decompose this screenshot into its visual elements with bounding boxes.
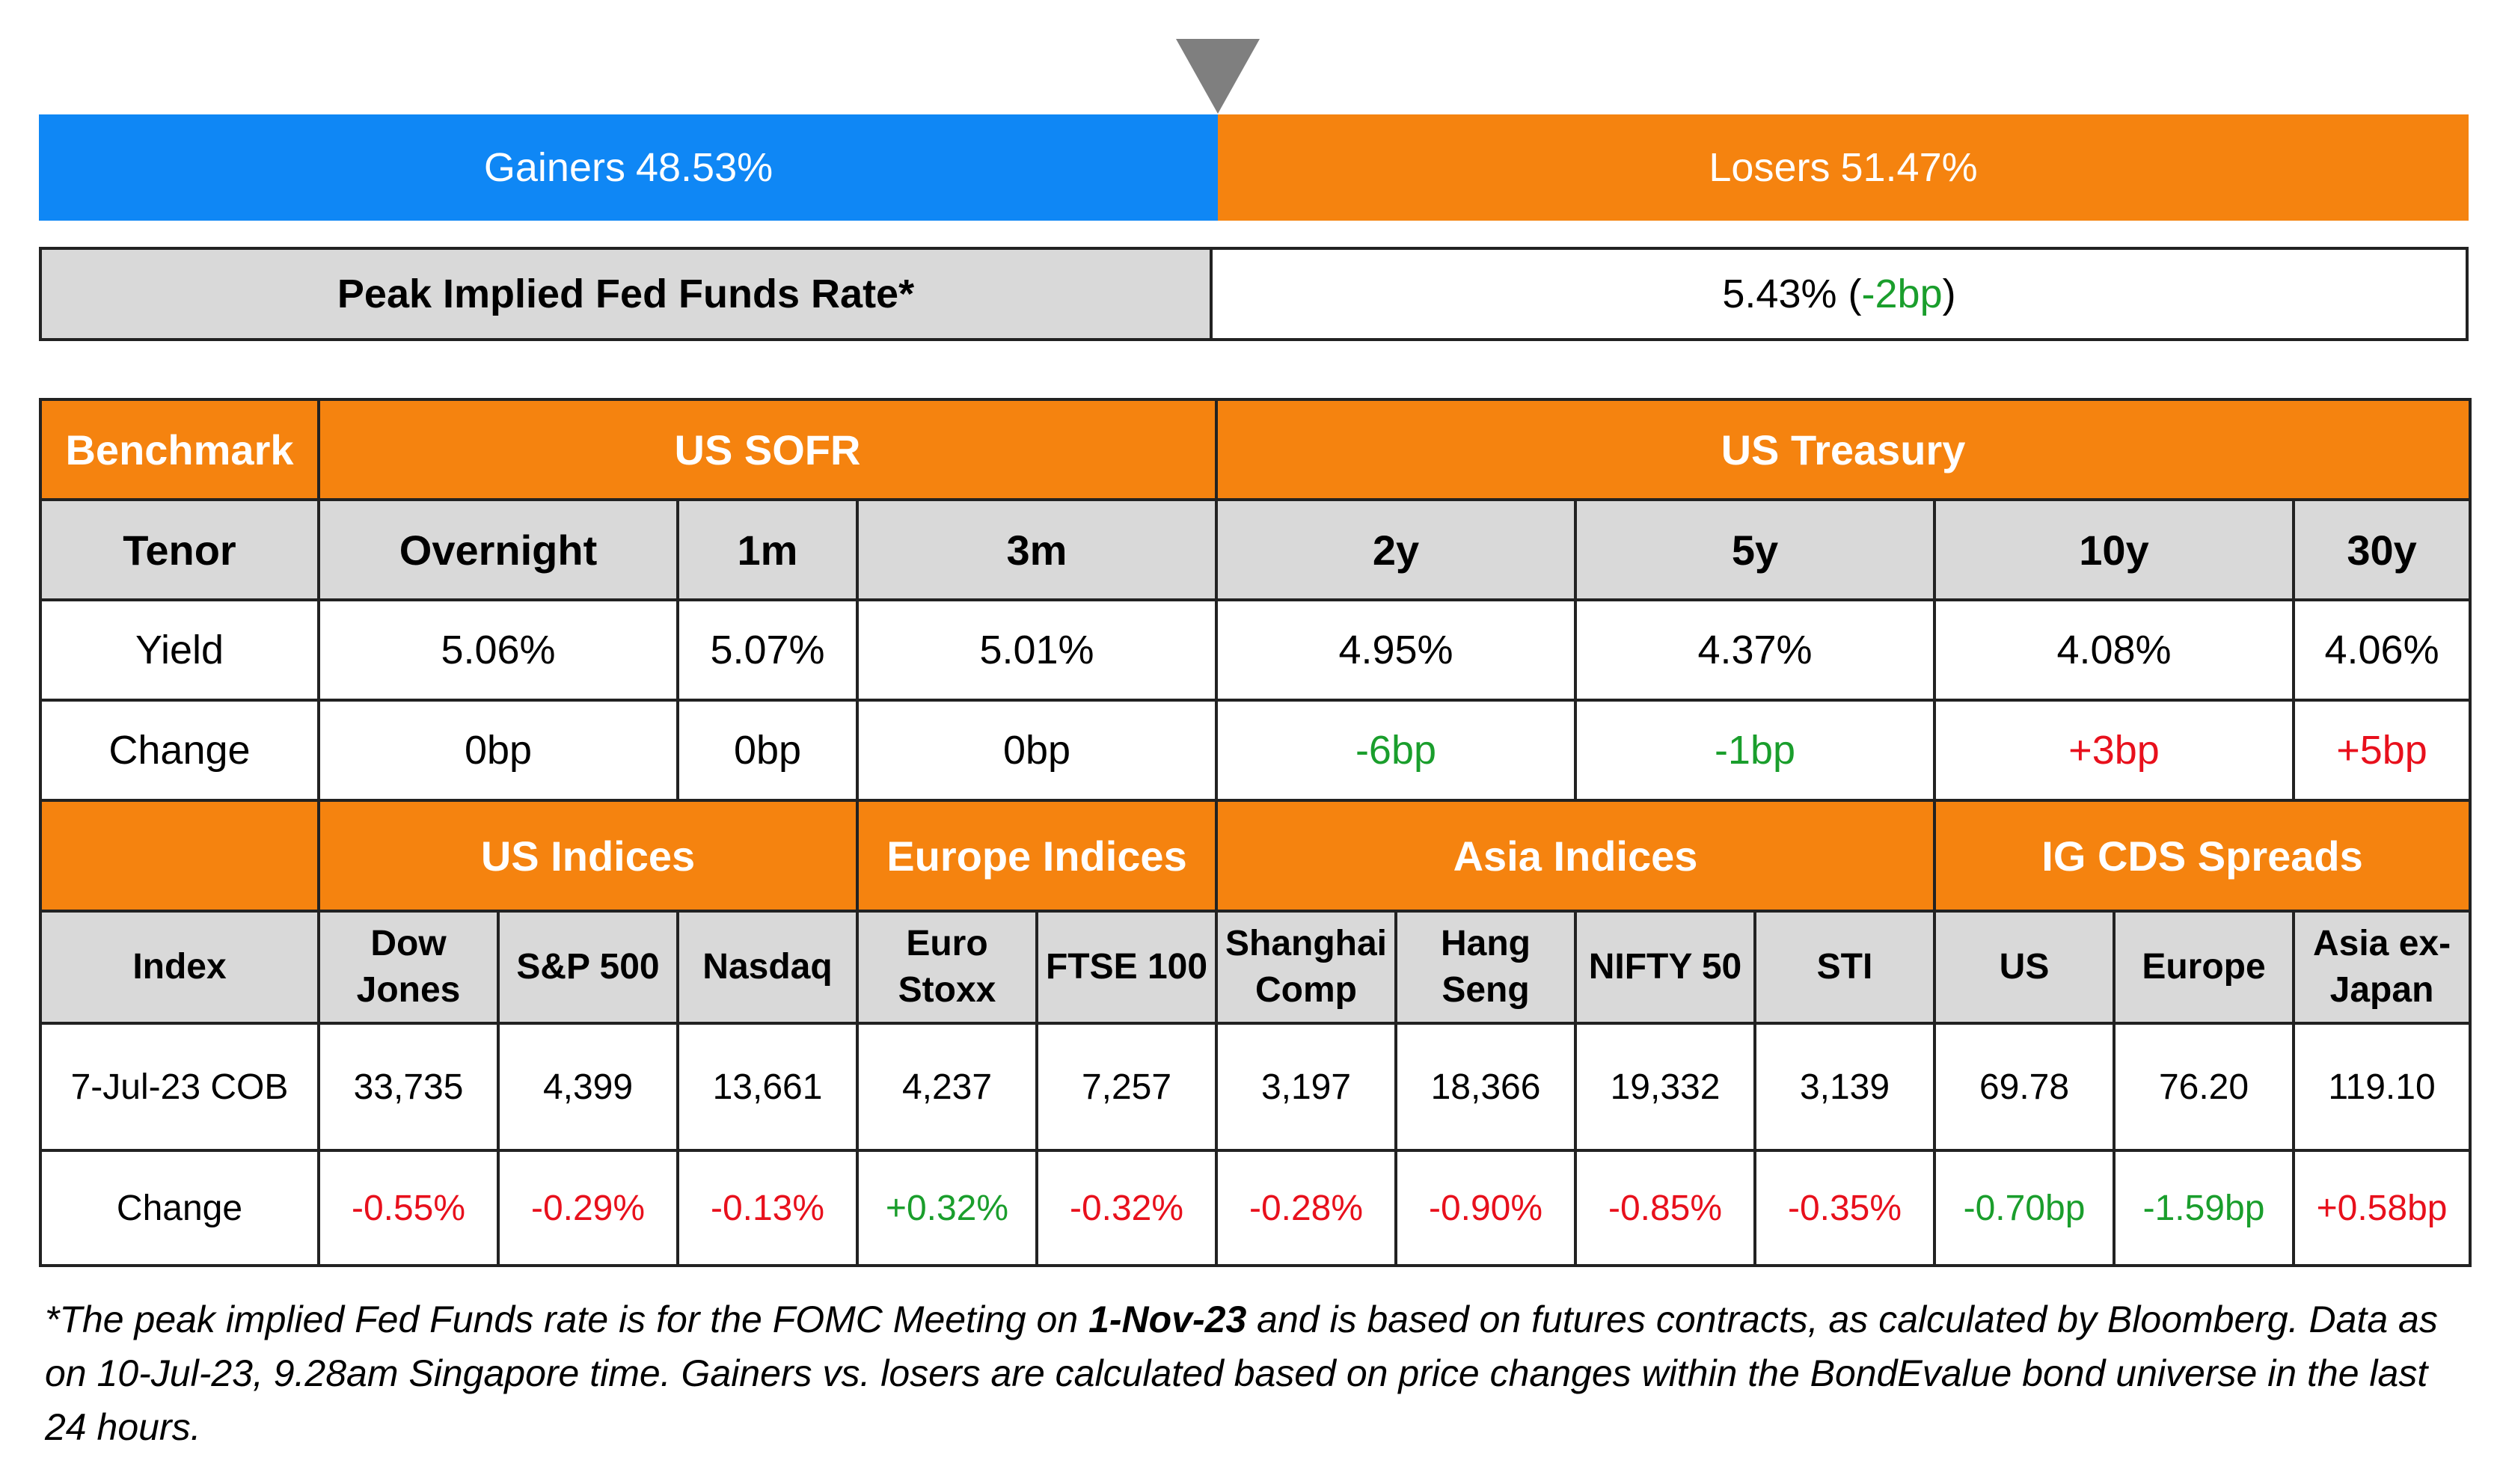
peak-rate-close-paren: )	[1942, 272, 1956, 316]
losers-label: Losers	[1709, 145, 1830, 190]
index-value: 4,399	[497, 1022, 679, 1152]
yield-row: Yield 5.06% 5.07% 5.01% 4.95% 4.37% 4.08…	[39, 598, 2472, 702]
index-value: 3,139	[1753, 1022, 1936, 1152]
rates-change-cell: +3bp	[1933, 699, 2295, 802]
rates-change-cell: +5bp	[2291, 699, 2472, 802]
rates-change-cell: 0bp	[676, 699, 859, 802]
index-value: 119.10	[2291, 1022, 2472, 1152]
index-change: -0.55%	[317, 1149, 500, 1267]
tenor-label: Tenor	[39, 498, 320, 601]
index-value: 19,332	[1574, 1022, 1756, 1152]
index-change-label: Change	[39, 1149, 320, 1267]
index-change: -0.35%	[1753, 1149, 1936, 1267]
tenor-cell: Overnight	[317, 498, 679, 601]
treasury-header: US Treasury	[1214, 398, 2472, 501]
footnote: *The peak implied Fed Funds rate is for …	[45, 1293, 2469, 1454]
index-value: 76.20	[2113, 1022, 2295, 1152]
rates-change-label: Change	[39, 699, 320, 802]
index-change: -1.59bp	[2113, 1149, 2295, 1267]
index-value: 13,661	[676, 1022, 859, 1152]
index-name: Dow Jones	[317, 910, 500, 1025]
yield-label: Yield	[39, 598, 320, 702]
index-name: Euro Stoxx	[856, 910, 1038, 1025]
index-value: 69.78	[1933, 1022, 2116, 1152]
market-data-table: Benchmark US SOFR US Treasury Tenor Over…	[39, 398, 2472, 1267]
yield-cell: 5.07%	[676, 598, 859, 702]
index-name: S&P 500	[497, 910, 679, 1025]
yield-cell: 4.95%	[1215, 598, 1577, 702]
yield-cell: 4.06%	[2291, 598, 2472, 702]
peak-rate-value: 5.43%	[1722, 272, 1837, 316]
footnote-meeting-date: 1-Nov-23	[1088, 1298, 1247, 1340]
losers-segment: Losers 51.47%	[1218, 114, 2469, 221]
index-name: Europe	[2113, 910, 2295, 1025]
index-change: -0.32%	[1035, 1149, 1218, 1267]
yield-cell: 5.06%	[317, 598, 679, 702]
index-name: Asia ex- Japan	[2291, 910, 2472, 1025]
tenor-cell: 30y	[2291, 498, 2472, 601]
group-header-europe-indices: Europe Indices	[856, 799, 1218, 913]
yield-cell: 4.08%	[1933, 598, 2295, 702]
group-header-asia-indices: Asia Indices	[1215, 799, 1936, 913]
index-name: NIFTY 50	[1574, 910, 1756, 1025]
index-value: 33,735	[317, 1022, 500, 1152]
triangle-down-icon	[1176, 39, 1260, 114]
gainers-value: 48.53%	[635, 145, 773, 190]
tenor-cell: 1m	[676, 498, 859, 601]
tenor-cell: 3m	[856, 498, 1218, 601]
index-label: Index	[39, 910, 320, 1025]
index-change: +0.58bp	[2291, 1149, 2472, 1267]
rates-change-cell: 0bp	[856, 699, 1218, 802]
index-name: FTSE 100	[1035, 910, 1218, 1025]
peak-fed-funds-box: Peak Implied Fed Funds Rate* 5.43% ( -2b…	[39, 247, 2469, 341]
index-change: -0.70bp	[1933, 1149, 2116, 1267]
tenor-cell: 5y	[1574, 498, 1936, 601]
index-value: 18,366	[1394, 1022, 1577, 1152]
footnote-text-1: *The peak implied Fed Funds rate is for …	[45, 1298, 1089, 1340]
index-change: -0.13%	[676, 1149, 859, 1267]
rates-change-cell: 0bp	[317, 699, 679, 802]
index-name: US	[1933, 910, 2116, 1025]
rates-change-cell: -1bp	[1574, 699, 1936, 802]
index-name: Nasdaq	[676, 910, 859, 1025]
peak-rate-change: -2bp	[1861, 272, 1943, 316]
index-value: 3,197	[1215, 1022, 1397, 1152]
tenor-row: Tenor Overnight 1m 3m 2y 5y 10y 30y	[39, 498, 2472, 601]
tenor-cell: 10y	[1933, 498, 2295, 601]
rates-change-cell: -6bp	[1215, 699, 1577, 802]
peak-rate-label: Peak Implied Fed Funds Rate*	[42, 250, 1213, 338]
index-values-row: 7-Jul-23 COB 33,735 4,399 13,661 4,237 7…	[39, 1022, 2472, 1152]
rates-change-row: Change 0bp 0bp 0bp -6bp -1bp +3bp +5bp	[39, 699, 2472, 802]
indices-corner-header	[39, 799, 320, 913]
tenor-cell: 2y	[1215, 498, 1577, 601]
index-name: STI	[1753, 910, 1936, 1025]
index-name: Shanghai Comp	[1215, 910, 1397, 1025]
gainers-losers-bar: Gainers 48.53% Losers 51.47%	[39, 114, 2469, 221]
yield-cell: 4.37%	[1574, 598, 1936, 702]
index-value: 7,257	[1035, 1022, 1218, 1152]
group-header-ig-cds: IG CDS Spreads	[1932, 799, 2472, 913]
benchmark-header: Benchmark	[39, 398, 320, 501]
index-change: +0.32%	[856, 1149, 1038, 1267]
index-change-row: Change -0.55% -0.29% -0.13% +0.32% -0.32…	[39, 1149, 2472, 1267]
peak-rate-value-cell: 5.43% ( -2bp )	[1213, 250, 2466, 338]
gainers-label: Gainers	[483, 145, 625, 190]
peak-rate-open-paren: (	[1836, 272, 1862, 316]
footnote-text-2: and is based on futures contracts, as ca…	[45, 1298, 2438, 1448]
yield-cell: 5.01%	[856, 598, 1218, 702]
group-header-us-indices: US Indices	[317, 799, 859, 913]
gainers-segment: Gainers 48.53%	[39, 114, 1218, 221]
index-change: -0.28%	[1215, 1149, 1397, 1267]
index-change: -0.85%	[1574, 1149, 1756, 1267]
index-change: -0.90%	[1394, 1149, 1577, 1267]
index-names-row: Index Dow Jones S&P 500 Nasdaq Euro Stox…	[39, 910, 2472, 1025]
sofr-header: US SOFR	[317, 398, 1218, 501]
index-change: -0.29%	[497, 1149, 679, 1267]
index-name: Hang Seng	[1394, 910, 1577, 1025]
date-label: 7-Jul-23 COB	[39, 1022, 320, 1152]
index-value: 4,237	[856, 1022, 1038, 1152]
losers-value: 51.47%	[1840, 145, 1978, 190]
